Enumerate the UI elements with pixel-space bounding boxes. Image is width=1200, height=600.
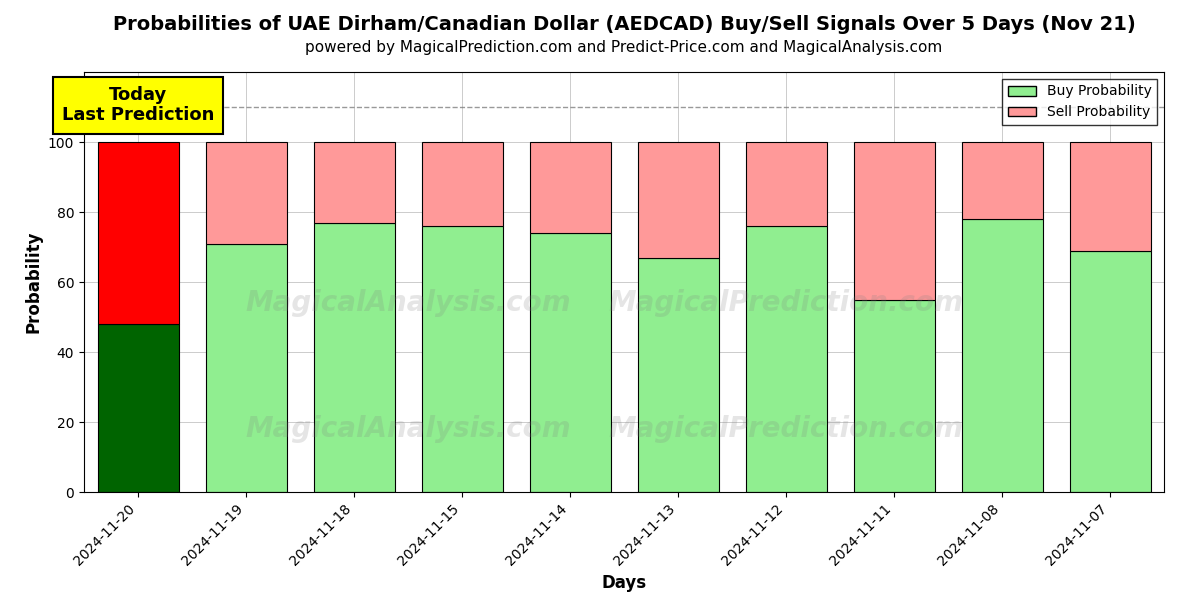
Bar [529, 142, 611, 233]
Bar [97, 142, 179, 324]
X-axis label: Days: Days [601, 574, 647, 592]
Bar [421, 226, 503, 492]
Bar [853, 299, 935, 492]
Text: MagicalPrediction.com: MagicalPrediction.com [608, 415, 964, 443]
Bar [421, 142, 503, 226]
Bar [853, 142, 935, 299]
Bar [529, 233, 611, 492]
Bar [637, 257, 719, 492]
Bar [313, 223, 395, 492]
Title: Probabilities of UAE Dirham/Canadian Dollar (AEDCAD) Buy/Sell Signals Over 5 Day: Probabilities of UAE Dirham/Canadian Dol… [113, 16, 1135, 34]
Text: powered by MagicalPrediction.com and Predict-Price.com and MagicalAnalysis.com: powered by MagicalPrediction.com and Pre… [305, 40, 943, 55]
Text: MagicalPrediction.com: MagicalPrediction.com [608, 289, 964, 317]
Bar [1069, 251, 1151, 492]
Text: Today
Last Prediction: Today Last Prediction [62, 86, 214, 124]
Legend: Buy Probability, Sell Probability: Buy Probability, Sell Probability [1002, 79, 1157, 125]
Bar [961, 142, 1043, 219]
Text: MagicalAnalysis.com: MagicalAnalysis.com [245, 415, 571, 443]
Bar [961, 219, 1043, 492]
Bar [745, 142, 827, 226]
Bar [205, 244, 287, 492]
Bar [637, 142, 719, 257]
Y-axis label: Probability: Probability [24, 231, 42, 333]
Bar [1069, 142, 1151, 251]
Bar [313, 142, 395, 223]
Text: MagicalAnalysis.com: MagicalAnalysis.com [245, 289, 571, 317]
Bar [205, 142, 287, 244]
Bar [745, 226, 827, 492]
Bar [97, 324, 179, 492]
